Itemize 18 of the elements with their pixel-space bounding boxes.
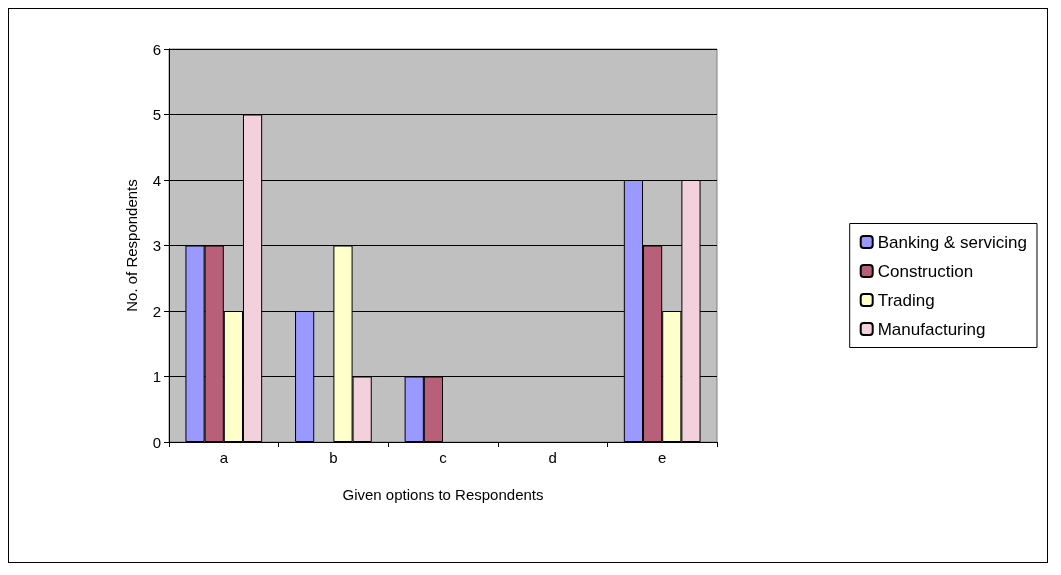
x-axis-title: Given options to Respondents [342,486,544,503]
x-tick-label: d [548,449,557,466]
legend-label: Banking & servicing [877,232,1028,252]
x-tick-label: e [658,449,667,466]
y-tick-label: 5 [152,106,161,123]
legend-label: Manufacturing [877,319,986,339]
x-tick-label: c [439,449,448,466]
x-tick-label: b [329,449,338,466]
y-tick-label: 1 [152,368,161,385]
y-tick-label: 2 [152,302,161,320]
y-axis-title: No. of Respondents [123,179,140,312]
legend-label: Construction [877,261,974,281]
legend-label: Trading [877,290,935,310]
y-tick-label: 3 [152,237,161,254]
y-tick-label: 4 [152,171,161,189]
y-tick-label: 6 [152,40,161,58]
y-tick-label: 0 [152,433,161,451]
x-tick-label: a [219,449,229,466]
